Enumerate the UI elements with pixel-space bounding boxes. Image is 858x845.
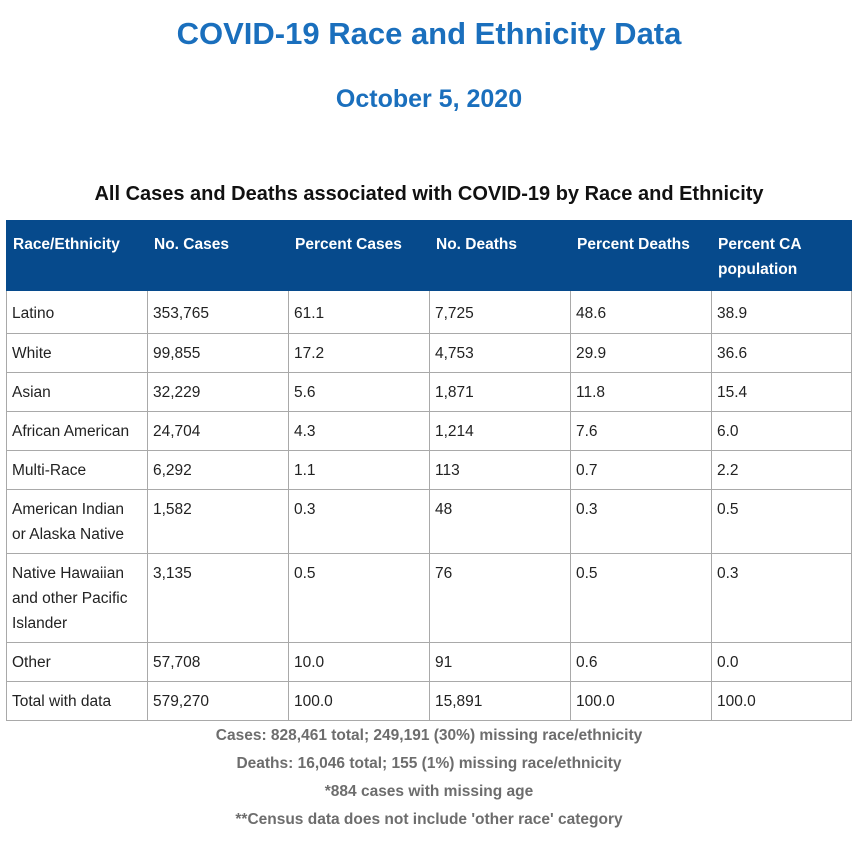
cell-no-deaths: 48 [429,489,571,554]
cell-no-cases: 579,270 [147,681,289,721]
cell-no-deaths: 113 [429,450,571,490]
report-date: October 5, 2020 [335,85,523,113]
table-header: Race/Ethnicity No. Cases Percent Cases N… [6,220,852,291]
cell-percent-deaths: 7.6 [570,411,712,451]
table-row: Asian 32,229 5.6 1,871 11.8 15.4 [6,372,852,412]
table-title: All Cases and Deaths associated with COV… [94,183,764,205]
cell-percent-deaths: 0.6 [570,642,712,682]
header-percent-deaths: Percent Deaths [570,220,712,291]
cell-race-ethnicity: Asian [6,372,148,412]
cell-no-cases: 353,765 [147,290,289,334]
cell-race-ethnicity: Multi-Race [6,450,148,490]
table-row: Other 57,708 10.0 91 0.6 0.0 [6,642,852,682]
cell-percent-ca-population: 2.2 [711,450,852,490]
cell-percent-deaths: 0.5 [570,553,712,643]
note-cases-total: Cases: 828,461 total; 249,191 (30%) miss… [215,727,643,744]
cell-percent-cases: 61.1 [288,290,430,334]
cell-percent-deaths: 29.9 [570,333,712,373]
cell-percent-cases: 1.1 [288,450,430,490]
table-row-total: Total with data 579,270 100.0 15,891 100… [6,681,852,721]
cell-percent-deaths: 0.7 [570,450,712,490]
header-no-deaths: No. Deaths [429,220,571,291]
cell-race-ethnicity: Other [6,642,148,682]
race-ethnicity-table: Race/Ethnicity No. Cases Percent Cases N… [6,220,852,721]
cell-race-ethnicity: Native Hawaiian and other Pacific Island… [6,553,148,643]
cell-percent-ca-population: 15.4 [711,372,852,412]
cell-race-ethnicity: Latino [6,290,148,334]
cell-race-ethnicity: African American [6,411,148,451]
header-race-ethnicity: Race/Ethnicity [6,220,148,291]
table-row: Multi-Race 6,292 1.1 113 0.7 2.2 [6,450,852,490]
cell-no-cases: 32,229 [147,372,289,412]
note-missing-age: *884 cases with missing age [324,783,534,800]
cell-no-deaths: 1,214 [429,411,571,451]
table-row: Native Hawaiian and other Pacific Island… [6,553,852,643]
cell-no-deaths: 4,753 [429,333,571,373]
cell-no-deaths: 1,871 [429,372,571,412]
table-row: African American 24,704 4.3 1,214 7.6 6.… [6,411,852,451]
cell-percent-deaths: 48.6 [570,290,712,334]
note-deaths-total: Deaths: 16,046 total; 155 (1%) missing r… [236,755,622,772]
cell-race-ethnicity: Total with data [6,681,148,721]
cell-no-deaths: 15,891 [429,681,571,721]
header-percent-cases: Percent Cases [288,220,430,291]
cell-percent-cases: 17.2 [288,333,430,373]
cell-percent-ca-population: 0.5 [711,489,852,554]
header-percent-ca-population: Percent CA population [711,220,852,291]
cell-percent-ca-population: 36.6 [711,333,852,373]
table-row: Latino 353,765 61.1 7,725 48.6 38.9 [6,290,852,334]
cell-percent-deaths: 11.8 [570,372,712,412]
cell-no-deaths: 91 [429,642,571,682]
header-no-cases: No. Cases [147,220,289,291]
page-title: COVID-19 Race and Ethnicity Data [176,16,682,51]
cell-race-ethnicity: American Indian or Alaska Native [6,489,148,554]
cell-no-cases: 24,704 [147,411,289,451]
cell-race-ethnicity: White [6,333,148,373]
table-row: White 99,855 17.2 4,753 29.9 36.6 [6,333,852,373]
cell-percent-cases: 100.0 [288,681,430,721]
cell-no-cases: 1,582 [147,489,289,554]
header-row: Race/Ethnicity No. Cases Percent Cases N… [6,220,852,291]
cell-percent-ca-population: 0.0 [711,642,852,682]
cell-percent-cases: 5.6 [288,372,430,412]
cell-percent-cases: 0.3 [288,489,430,554]
cell-no-cases: 57,708 [147,642,289,682]
cell-percent-cases: 4.3 [288,411,430,451]
cell-no-cases: 99,855 [147,333,289,373]
cell-no-cases: 3,135 [147,553,289,643]
cell-no-deaths: 76 [429,553,571,643]
table-body: Latino 353,765 61.1 7,725 48.6 38.9 Whit… [6,290,852,721]
cell-no-deaths: 7,725 [429,290,571,334]
cell-percent-ca-population: 38.9 [711,290,852,334]
cell-percent-ca-population: 6.0 [711,411,852,451]
cell-percent-deaths: 0.3 [570,489,712,554]
cell-percent-ca-population: 0.3 [711,553,852,643]
cell-percent-ca-population: 100.0 [711,681,852,721]
cell-percent-cases: 0.5 [288,553,430,643]
footnotes: Cases: 828,461 total; 249,191 (30%) miss… [0,722,858,834]
cell-percent-cases: 10.0 [288,642,430,682]
cell-percent-deaths: 100.0 [570,681,712,721]
cell-no-cases: 6,292 [147,450,289,490]
note-census: **Census data does not include 'other ra… [235,811,623,828]
table-row: American Indian or Alaska Native 1,582 0… [6,489,852,554]
